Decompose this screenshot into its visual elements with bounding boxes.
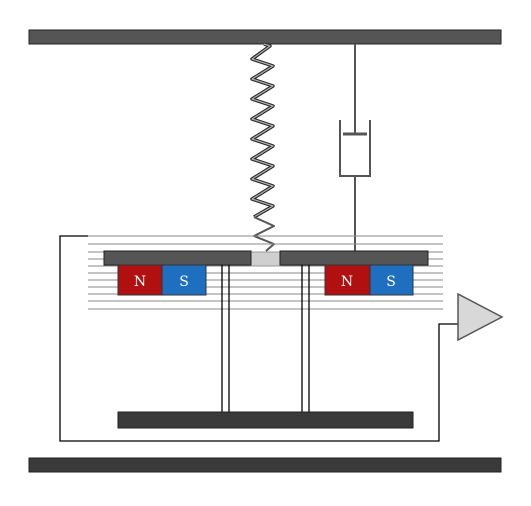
upper-plate-right	[279, 250, 429, 266]
magnet-left-south-pole	[161, 264, 207, 296]
magnet-left: N S	[117, 264, 207, 296]
magnet-right-south-pole	[369, 264, 414, 296]
magnet-right-south-label: S	[386, 274, 396, 290]
magnet-left-north-label: N	[134, 274, 146, 290]
magnet-right-north-pole	[324, 264, 371, 296]
signal-wire	[59, 235, 458, 442]
plate-gap-connector	[250, 251, 281, 267]
support-rods	[221, 265, 310, 412]
magnet-right: N S	[324, 264, 414, 296]
coil-spring	[250, 42, 275, 252]
lower-base-plate	[117, 411, 414, 429]
damper-dashpot	[339, 44, 371, 251]
magnet-left-north-pole	[117, 264, 163, 296]
amplifier-triangle	[457, 292, 504, 342]
upper-plate-left	[103, 250, 252, 266]
top-support-beam	[28, 29, 502, 45]
magnet-left-south-label: S	[179, 274, 189, 290]
magnet-right-north-label: N	[341, 274, 353, 290]
bottom-support-beam	[28, 457, 502, 473]
